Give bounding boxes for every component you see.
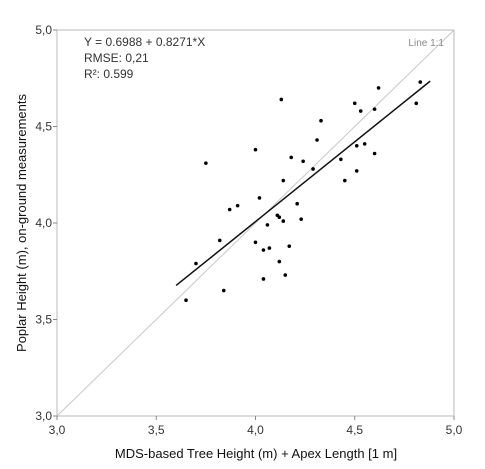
y-tick-label: 5,0 (35, 23, 52, 37)
data-point (354, 169, 359, 173)
data-point (184, 298, 188, 303)
y-axis-ticks: 3,0 3,5 4,0 4,5 5,0 (35, 23, 57, 423)
data-point (217, 238, 222, 243)
data-point (311, 167, 315, 171)
x-axis-label: MDS-based Tree Height (m) + Apex Length … (115, 446, 397, 461)
data-point (279, 97, 284, 102)
data-point (261, 277, 266, 281)
data-point (362, 142, 367, 146)
x-tick-label: 4,0 (247, 423, 264, 437)
r-squared-label: R²: 0.599 (84, 67, 134, 81)
y-tick-label: 4,0 (35, 216, 52, 230)
data-point (299, 217, 303, 221)
data-point (281, 219, 286, 223)
x-tick-label: 4,5 (346, 423, 363, 437)
data-point (376, 86, 381, 90)
data-point (204, 161, 208, 165)
data-point (227, 207, 232, 212)
data-point (358, 109, 363, 113)
data-point (289, 155, 294, 160)
data-point (354, 144, 359, 148)
x-tick-label: 5,0 (446, 423, 463, 437)
y-tick-label: 4,5 (35, 120, 52, 134)
data-point (315, 138, 319, 142)
data-point (253, 147, 258, 152)
data-point (372, 107, 377, 111)
y-tick-label: 3,0 (35, 409, 52, 423)
data-point (221, 288, 226, 293)
regression-line-layer (175, 80, 431, 287)
y-axis-label: Poplar Height (m), on-ground measurement… (14, 94, 29, 352)
data-point (261, 248, 266, 252)
x-tick-label: 3,0 (49, 423, 66, 437)
rmse-label: RMSE: 0,21 (84, 51, 149, 65)
identity-line-label: Line 1:1 (408, 38, 444, 49)
data-point (287, 244, 292, 248)
data-point (283, 273, 288, 277)
data-point (235, 203, 240, 208)
identity-line (56, 29, 455, 417)
data-point (267, 246, 272, 250)
data-points-layer (184, 80, 423, 303)
data-point (414, 101, 419, 106)
data-point (301, 159, 305, 164)
data-point (281, 178, 286, 183)
regression-line (175, 80, 431, 287)
data-point (277, 215, 282, 220)
data-point (352, 101, 357, 106)
identity-line-layer (56, 29, 455, 417)
data-point (339, 157, 343, 162)
x-tick-label: 3,5 (148, 423, 165, 437)
data-point (194, 261, 198, 266)
y-tick-label: 3,5 (35, 313, 52, 327)
data-point (257, 196, 262, 200)
x-axis-ticks: 3,0 3,5 4,0 4,5 5,0 (49, 416, 463, 437)
data-point (418, 80, 423, 84)
regression-equation: Y = 0.6988 + 0.8271*X (84, 35, 205, 49)
data-point (372, 151, 377, 156)
data-point (319, 118, 323, 123)
data-point (277, 259, 282, 264)
data-point (253, 240, 258, 245)
data-point (265, 223, 270, 227)
data-point (295, 201, 299, 206)
data-point (343, 178, 347, 183)
